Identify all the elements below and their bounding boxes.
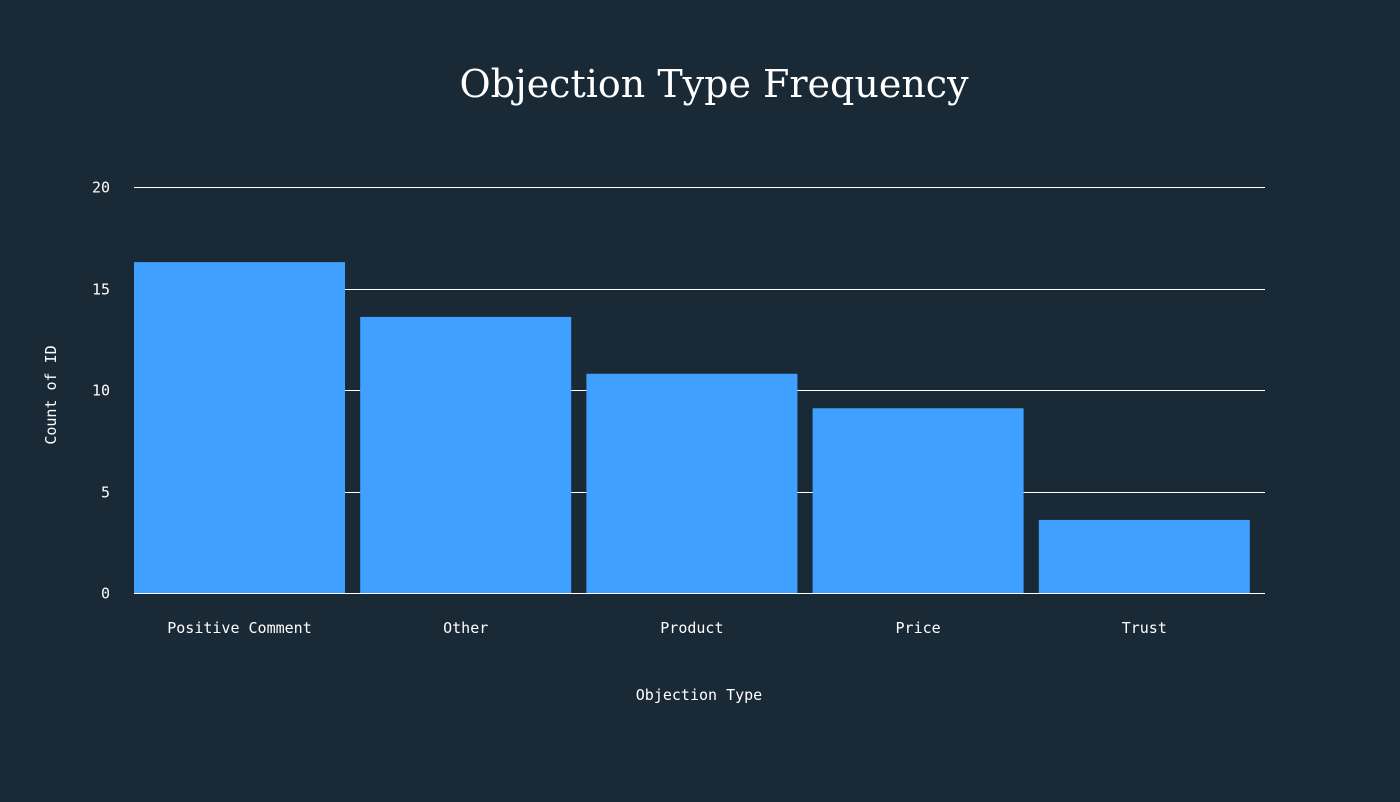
bars: [134, 262, 1250, 593]
y-tick-label: 5: [101, 484, 110, 502]
y-axis-title: Count of ID: [42, 345, 60, 444]
x-axis-title: Objection Type: [636, 686, 762, 704]
y-tick-label: 0: [101, 585, 110, 603]
x-category-label: Price: [896, 619, 941, 637]
x-category-labels: Positive Comment Other Product Price Trust: [167, 619, 1167, 637]
bar: [134, 262, 345, 593]
x-category-label: Trust: [1122, 619, 1167, 637]
y-tick-label: 15: [92, 281, 110, 299]
bar: [360, 316, 572, 593]
bar: [1038, 519, 1250, 593]
bar: [812, 408, 1024, 593]
x-category-label: Positive Comment: [167, 619, 312, 637]
chart-title: Objection Type Frequency: [459, 62, 969, 106]
bar: [586, 373, 798, 593]
y-tick-labels: 0 5 10 15 20: [92, 179, 110, 603]
y-tick-label: 20: [92, 179, 110, 197]
x-category-label: Other: [443, 619, 488, 637]
x-category-label: Product: [660, 619, 723, 637]
y-tick-label: 10: [92, 382, 110, 400]
